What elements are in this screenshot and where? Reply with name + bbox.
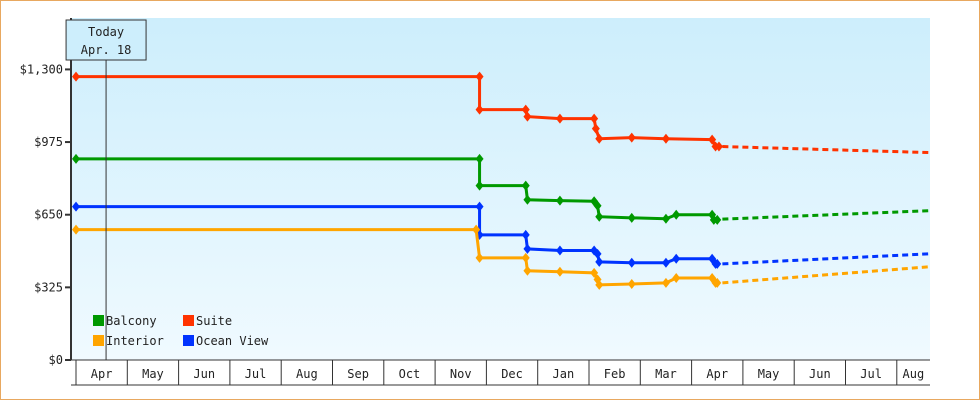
data-point[interactable] bbox=[72, 224, 80, 235]
y-tick-label: $0 bbox=[49, 353, 63, 367]
data-point[interactable] bbox=[521, 180, 530, 191]
forecast-line bbox=[722, 252, 930, 266]
data-point[interactable] bbox=[521, 252, 530, 263]
y-tick-label: $1,300 bbox=[20, 62, 63, 76]
data-point[interactable] bbox=[475, 252, 484, 263]
data-point[interactable] bbox=[72, 201, 80, 212]
data-point[interactable] bbox=[555, 245, 564, 256]
series-suite bbox=[72, 71, 930, 155]
x-tick-label: Oct bbox=[399, 367, 421, 381]
data-point[interactable] bbox=[472, 224, 481, 235]
data-point[interactable] bbox=[661, 213, 670, 224]
today-box bbox=[65, 19, 147, 61]
legend-item[interactable]: Suite bbox=[183, 314, 232, 328]
y-tick-label: $650 bbox=[34, 208, 63, 222]
x-tick-label: May bbox=[142, 367, 164, 381]
x-tick-label: Jul bbox=[245, 367, 267, 381]
today-date: Apr. 18 bbox=[81, 43, 132, 57]
legend-item[interactable]: Balcony bbox=[93, 314, 157, 328]
data-point[interactable] bbox=[595, 256, 604, 267]
legend: Balcony Suite Interior Ocean View bbox=[93, 314, 269, 348]
x-tick-label: Jun bbox=[809, 367, 831, 381]
data-point[interactable] bbox=[555, 195, 564, 206]
data-point[interactable] bbox=[555, 113, 564, 124]
x-tick-label: Apr bbox=[706, 367, 728, 381]
data-point[interactable] bbox=[672, 272, 681, 283]
data-point[interactable] bbox=[627, 257, 636, 268]
y-tick-label: $975 bbox=[34, 135, 63, 149]
data-point[interactable] bbox=[661, 277, 670, 288]
data-point[interactable] bbox=[714, 141, 723, 152]
data-point[interactable] bbox=[72, 71, 80, 82]
data-point[interactable] bbox=[672, 253, 681, 264]
legend-item[interactable]: Ocean View bbox=[183, 334, 269, 348]
x-tick-label: Jan bbox=[553, 367, 575, 381]
legend-label: Interior bbox=[106, 334, 164, 348]
x-tick-label: Sep bbox=[347, 367, 369, 381]
data-point[interactable] bbox=[713, 258, 722, 269]
data-point[interactable] bbox=[627, 279, 636, 289]
legend-swatch bbox=[183, 335, 194, 346]
series-balcony bbox=[72, 153, 930, 225]
legend-item[interactable]: Interior bbox=[93, 334, 164, 348]
data-point[interactable] bbox=[595, 211, 604, 222]
x-tick-label: Jun bbox=[193, 367, 215, 381]
x-tick-label: Aug bbox=[296, 367, 318, 381]
legend-swatch bbox=[93, 315, 104, 326]
data-point[interactable] bbox=[523, 243, 532, 254]
x-tick-label: Apr bbox=[91, 367, 113, 381]
data-point[interactable] bbox=[713, 277, 722, 288]
x-tick-label: May bbox=[758, 367, 780, 381]
legend-label: Balcony bbox=[106, 314, 157, 328]
data-point[interactable] bbox=[523, 111, 532, 122]
data-point[interactable] bbox=[475, 71, 484, 82]
data-point[interactable] bbox=[661, 257, 670, 268]
data-point[interactable] bbox=[523, 194, 532, 205]
data-point[interactable] bbox=[627, 212, 636, 223]
data-point[interactable] bbox=[595, 133, 604, 144]
data-point[interactable] bbox=[591, 123, 600, 134]
x-tick-label: Dec bbox=[501, 367, 523, 381]
legend-swatch bbox=[93, 335, 104, 346]
data-point[interactable] bbox=[590, 113, 599, 124]
legend-label: Ocean View bbox=[196, 334, 269, 348]
forecast-line bbox=[722, 145, 930, 155]
data-point[interactable] bbox=[708, 134, 717, 145]
x-tick-label: Nov bbox=[450, 367, 472, 381]
data-point[interactable] bbox=[521, 229, 530, 240]
today-label: Today bbox=[88, 25, 124, 39]
data-point[interactable] bbox=[672, 209, 681, 220]
data-point[interactable] bbox=[593, 248, 602, 259]
y-tick-label: $325 bbox=[34, 280, 63, 294]
data-point[interactable] bbox=[555, 266, 564, 277]
plot-area bbox=[71, 18, 930, 360]
legend-label: Suite bbox=[196, 314, 232, 328]
series-line bbox=[76, 75, 719, 149]
data-point[interactable] bbox=[475, 201, 484, 212]
data-point[interactable] bbox=[475, 180, 484, 191]
x-tick-label: Feb bbox=[604, 367, 626, 381]
data-point[interactable] bbox=[72, 153, 80, 164]
x-tick-label: Jul bbox=[860, 367, 882, 381]
data-point[interactable] bbox=[661, 133, 670, 144]
data-point[interactable] bbox=[595, 279, 604, 290]
data-point[interactable] bbox=[593, 200, 602, 211]
x-tick-label: Mar bbox=[655, 367, 677, 381]
legend-swatch bbox=[183, 315, 194, 326]
series-interior bbox=[72, 224, 930, 290]
series-ocean-view bbox=[72, 201, 930, 269]
data-point[interactable] bbox=[475, 153, 484, 164]
data-point[interactable] bbox=[713, 214, 722, 225]
data-point[interactable] bbox=[590, 267, 599, 278]
data-point[interactable] bbox=[627, 132, 636, 143]
x-tick-label: Aug bbox=[903, 367, 925, 381]
forecast-line bbox=[722, 265, 930, 285]
data-point[interactable] bbox=[475, 104, 484, 115]
data-point[interactable] bbox=[523, 265, 532, 276]
forecast-line bbox=[722, 209, 930, 221]
